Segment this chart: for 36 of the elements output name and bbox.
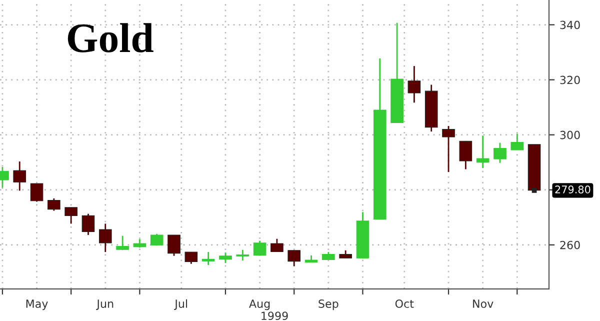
candlestick [236, 249, 250, 262]
candlestick [408, 65, 421, 104]
candlestick [288, 250, 301, 267]
candlestick [270, 238, 284, 252]
x-tick-label: Jul [174, 299, 188, 310]
x-tick-label: Sep [318, 300, 338, 310]
candlestick [202, 251, 215, 266]
candlestick [13, 160, 26, 192]
candlestick [459, 140, 472, 170]
candlestick [82, 213, 95, 236]
y-tick-label: 340 [560, 20, 580, 30]
candlestick [98, 222, 112, 253]
candlestick [64, 206, 78, 224]
candlestick [150, 233, 164, 246]
y-tick-label: 320 [560, 76, 580, 84]
candlestick [48, 198, 60, 212]
candlestick [219, 252, 232, 264]
x-tick-label: Nov [473, 300, 494, 308]
x-tick-label: Jun [96, 300, 114, 310]
chart-title: Gold [68, 23, 154, 52]
candlestick [494, 142, 506, 164]
candlestick [168, 234, 180, 257]
x-axis-title: 1999 [262, 312, 288, 320]
candlestick [253, 240, 266, 256]
candlestick [510, 133, 524, 151]
x-tick-label: Oct [395, 300, 414, 308]
candlestick [184, 251, 198, 265]
x-tick-label: May [26, 300, 48, 310]
annotation: 279.80 [555, 186, 590, 194]
candlestick [442, 125, 455, 173]
candlestick [30, 182, 44, 202]
x-tick-label: Aug [249, 300, 270, 310]
y-tick-label: 300 [560, 130, 580, 140]
candlestick [476, 134, 490, 169]
y-tick-label: 260 [560, 240, 580, 250]
candlestick [116, 235, 129, 251]
